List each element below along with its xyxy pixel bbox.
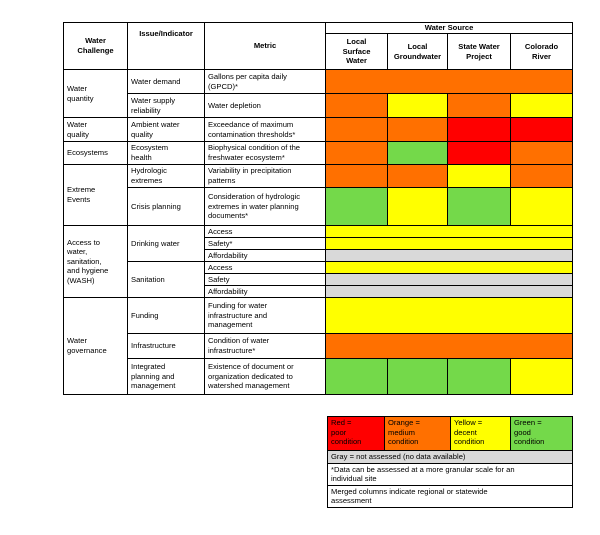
rating-cell	[324, 237, 574, 250]
rating-cell	[509, 117, 574, 142]
rating-cell	[324, 225, 574, 238]
metric-variability: Variability in precipitation patterns	[204, 164, 326, 188]
rating-cell	[509, 358, 574, 395]
header-state-water-project: State Water Project	[447, 33, 511, 70]
rating-cell	[509, 93, 574, 118]
header-water-source: Water Source	[324, 22, 574, 34]
rating-cell	[387, 93, 448, 118]
rating-cell	[447, 358, 511, 395]
legend-yellow: Yellow = decent condition	[450, 416, 511, 451]
metric-funding: Funding for water infrastructure and man…	[204, 297, 326, 334]
rating-cell	[324, 273, 574, 286]
metric-san-safety: Safety	[204, 273, 326, 286]
header-local-surface-water: Local Surface Water	[325, 33, 388, 70]
metric-condition-infrastructure: Condition of water infrastructure*	[204, 333, 326, 359]
challenge-water-quality: Water quality	[63, 117, 128, 142]
rating-cell	[325, 187, 388, 226]
rating-cell	[324, 261, 574, 274]
metric-dw-affordability: Affordability	[204, 249, 326, 262]
rating-cell	[324, 297, 574, 334]
legend-orange: Orange = medium condition	[384, 416, 451, 451]
challenge-wash: Access to water, sanitation, and hygiene…	[63, 225, 128, 298]
metric-san-access: Access	[204, 261, 326, 274]
issue-infrastructure: Infrastructure	[127, 333, 205, 359]
water-assessment-table: Water Challenge Issue/Indicator Metric W…	[63, 22, 574, 395]
metric-dw-safety: Safety*	[204, 237, 326, 250]
issue-water-supply-reliability: Water supply reliability	[127, 93, 205, 118]
rating-cell	[447, 141, 511, 165]
metric-gpcd: Gallons per capita daily (GPCD)*	[204, 69, 326, 94]
rating-cell	[447, 187, 511, 226]
rating-cell	[447, 117, 511, 142]
rating-cell	[387, 141, 448, 165]
rating-cell	[325, 164, 388, 188]
rating-cell	[324, 285, 574, 298]
issue-ambient-water-quality: Ambient water quality	[127, 117, 205, 142]
rating-cell	[387, 358, 448, 395]
metric-exceedance: Exceedance of maximum contamination thre…	[204, 117, 326, 142]
issue-crisis-planning: Crisis planning	[127, 187, 205, 226]
rating-cell	[509, 141, 574, 165]
issue-funding: Funding	[127, 297, 205, 334]
legend-note-merged: Merged columns indicate regional or stat…	[327, 484, 573, 508]
issue-ecosystem-health: Ecosystem health	[127, 141, 205, 165]
metric-consideration: Consideration of hydrologic extremes in …	[204, 187, 326, 226]
legend-gray: Gray = not assessed (no data available)	[327, 450, 573, 464]
issue-water-demand: Water demand	[127, 69, 205, 94]
rating-cell	[324, 249, 574, 262]
issue-drinking-water: Drinking water	[127, 225, 205, 262]
metric-existence-document: Existence of document or organization de…	[204, 358, 326, 395]
rating-cell	[447, 93, 511, 118]
rating-cell	[387, 117, 448, 142]
rating-cell	[509, 164, 574, 188]
rating-cell	[325, 93, 388, 118]
header-issue-indicator: Issue/Indicator	[127, 22, 205, 70]
rating-cell	[324, 69, 574, 94]
legend-green: Green = good condition	[510, 416, 573, 451]
metric-biophysical: Biophysical condition of the freshwater …	[204, 141, 326, 165]
metric-dw-access: Access	[204, 225, 326, 238]
rating-cell	[387, 164, 448, 188]
metric-san-affordability: Affordability	[204, 285, 326, 298]
header-colorado-river: Colorado River	[509, 33, 574, 70]
issue-sanitation: Sanitation	[127, 261, 205, 298]
rating-cell	[325, 358, 388, 395]
issue-integrated-planning: Integrated planning and management	[127, 358, 205, 395]
header-local-groundwater: Local Groundwater	[387, 33, 448, 70]
header-water-challenge: Water Challenge	[63, 22, 128, 70]
header-metric: Metric	[204, 22, 326, 70]
rating-cell	[509, 187, 574, 226]
legend-red: Red = poor condition	[327, 416, 385, 451]
rating-cell	[447, 164, 511, 188]
challenge-extreme-events: Extreme Events	[63, 164, 128, 226]
legend-table: Red = poor condition Orange = medium con…	[327, 416, 573, 508]
rating-cell	[325, 117, 388, 142]
challenge-ecosystems: Ecosystems	[63, 141, 128, 165]
challenge-water-governance: Water governance	[63, 297, 128, 395]
rating-cell	[387, 187, 448, 226]
metric-water-depletion: Water depletion	[204, 93, 326, 118]
legend-note-granular: *Data can be assessed at a more granular…	[327, 462, 573, 486]
issue-hydrologic-extremes: Hydrologic extremes	[127, 164, 205, 188]
rating-cell	[325, 141, 388, 165]
challenge-water-quantity: Water quantity	[63, 69, 128, 118]
rating-cell	[324, 333, 574, 359]
